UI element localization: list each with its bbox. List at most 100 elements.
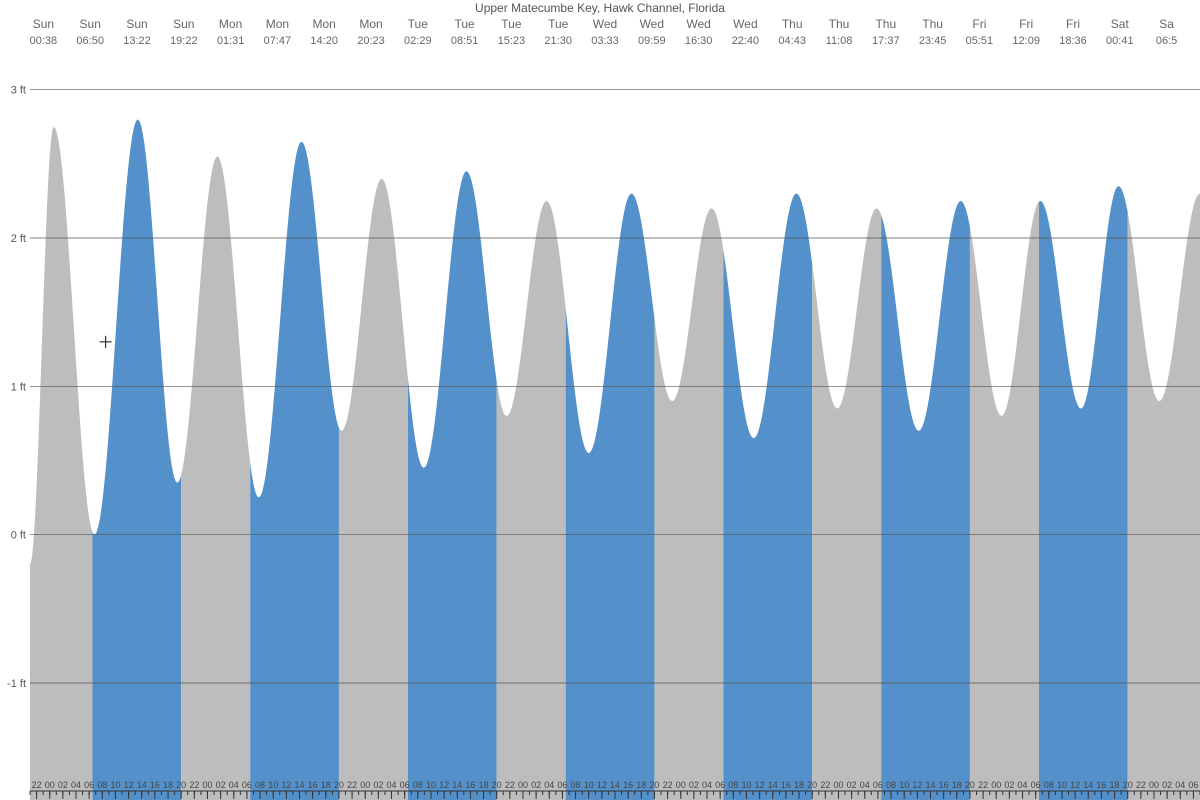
x-tick-label: 16	[150, 780, 160, 790]
header-time: 07:47	[264, 35, 292, 47]
header-time: 21:30	[544, 35, 572, 47]
x-tick-label: 06	[1031, 780, 1041, 790]
x-tick-label: 22	[820, 780, 830, 790]
x-tick-label: 04	[1018, 780, 1028, 790]
x-tick-label: 02	[689, 780, 699, 790]
x-tick-label: 14	[452, 780, 462, 790]
x-tick-label: 18	[952, 780, 962, 790]
x-tick-label: 16	[623, 780, 633, 790]
x-tick-label: 10	[1057, 780, 1067, 790]
x-tick-label: 14	[1083, 780, 1093, 790]
header-time: 13:22	[123, 35, 151, 47]
night-band	[1128, 194, 1200, 800]
x-tick-label: 08	[97, 780, 107, 790]
header-day: Fri	[972, 17, 986, 31]
y-tick-label: 2 ft	[11, 233, 26, 245]
x-tick-label: 18	[794, 780, 804, 790]
x-tick-label: 02	[847, 780, 857, 790]
header-time: 22:40	[732, 35, 760, 47]
x-tick-label: 22	[1136, 780, 1146, 790]
x-tick-label: 22	[505, 780, 515, 790]
header-time: 15:23	[498, 35, 526, 47]
x-tick-label: 00	[676, 780, 686, 790]
header-time: 02:29	[404, 35, 432, 47]
header-time: 03:33	[591, 35, 619, 47]
x-tick-label: 06	[242, 780, 252, 790]
x-tick-label: 22	[663, 780, 673, 790]
header-day: Wed	[686, 17, 710, 31]
x-tick-label: 18	[479, 780, 489, 790]
x-tick-label: 18	[636, 780, 646, 790]
x-tick-label: 08	[728, 780, 738, 790]
header-day: Tue	[548, 17, 569, 31]
x-tick-label: 04	[860, 780, 870, 790]
x-tick-label: 10	[741, 780, 751, 790]
y-tick-label: -1 ft	[7, 678, 26, 690]
header-day: Tue	[408, 17, 429, 31]
x-tick-label: 20	[649, 780, 659, 790]
tide-chart: -1 ft0 ft1 ft2 ft3 ftUpper Matecumbe Key…	[0, 0, 1200, 800]
header-day: Mon	[359, 17, 382, 31]
night-band	[30, 127, 92, 800]
x-tick-label: 12	[124, 780, 134, 790]
header-day: Mon	[219, 17, 242, 31]
chart-svg: -1 ft0 ft1 ft2 ft3 ftUpper Matecumbe Key…	[0, 0, 1200, 800]
x-tick-label: 22	[189, 780, 199, 790]
y-tick-label: 3 ft	[11, 85, 26, 97]
header-day: Fri	[1019, 17, 1033, 31]
header-time: 06:5	[1156, 35, 1177, 47]
header-day: Fri	[1066, 17, 1080, 31]
x-tick-label: 04	[544, 780, 554, 790]
x-tick-label: 00	[202, 780, 212, 790]
header-day: Wed	[640, 17, 664, 31]
header-day: Thu	[875, 17, 896, 31]
day-band	[92, 119, 181, 800]
header-time: 06:50	[76, 35, 104, 47]
header-time: 08:51	[451, 35, 479, 47]
x-tick-label: 00	[1149, 780, 1159, 790]
x-tick-label: 22	[347, 780, 357, 790]
x-tick-label: 04	[229, 780, 239, 790]
x-tick-label: 02	[531, 780, 541, 790]
x-tick-label: 00	[360, 780, 370, 790]
header-time: 04:43	[778, 35, 806, 47]
x-tick-label: 10	[899, 780, 909, 790]
chart-title: Upper Matecumbe Key, Hawk Channel, Flori…	[475, 1, 725, 15]
x-tick-label: 16	[465, 780, 475, 790]
header-day: Mon	[313, 17, 336, 31]
x-tick-label: 02	[1162, 780, 1172, 790]
header-day: Tue	[501, 17, 522, 31]
x-tick-label: 16	[1096, 780, 1106, 790]
x-tick-label: 22	[978, 780, 988, 790]
night-band	[812, 208, 881, 800]
x-tick-label: 10	[110, 780, 120, 790]
day-band	[566, 194, 655, 800]
day-band	[723, 194, 812, 800]
header-day: Sa	[1159, 17, 1174, 31]
header-day: Wed	[593, 17, 617, 31]
x-tick-label: 12	[597, 780, 607, 790]
header-time: 17:37	[872, 35, 900, 47]
x-tick-label: 20	[176, 780, 186, 790]
x-tick-label: 04	[387, 780, 397, 790]
x-tick-label: 20	[334, 780, 344, 790]
x-tick-label: 22	[32, 780, 42, 790]
y-tick-label: 0 ft	[11, 530, 26, 542]
header-day: Thu	[922, 17, 943, 31]
x-tick-label: 20	[1123, 780, 1133, 790]
x-tick-label: 08	[571, 780, 581, 790]
x-tick-label: 20	[965, 780, 975, 790]
x-tick-label: 04	[71, 780, 81, 790]
x-tick-label: 10	[426, 780, 436, 790]
x-tick-label: 08	[413, 780, 423, 790]
x-tick-label: 14	[137, 780, 147, 790]
header-time: 23:45	[919, 35, 947, 47]
x-tick-label: 18	[163, 780, 173, 790]
x-tick-label: 14	[610, 780, 620, 790]
night-band	[497, 201, 566, 800]
day-band	[250, 142, 339, 800]
header-day: Tue	[454, 17, 475, 31]
header-day: Sat	[1111, 17, 1130, 31]
x-tick-label: 00	[833, 780, 843, 790]
header-time: 16:30	[685, 35, 713, 47]
